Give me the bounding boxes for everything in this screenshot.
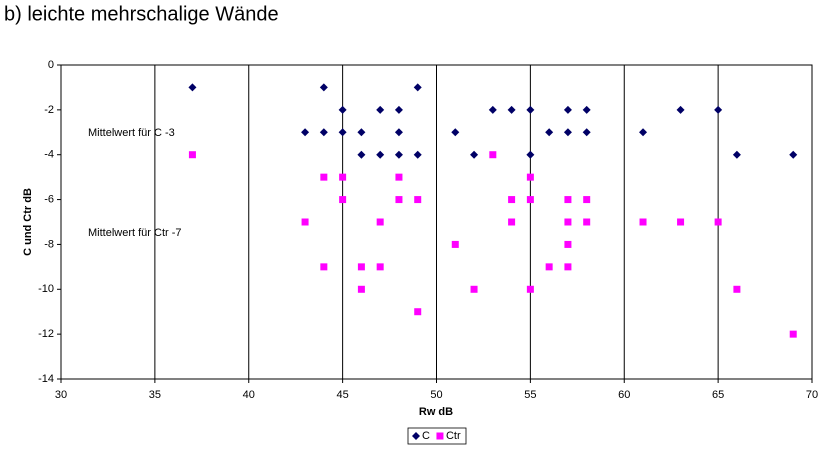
x-tick-label: 70 bbox=[806, 389, 818, 401]
point bbox=[395, 196, 403, 204]
x-tick-label: 50 bbox=[430, 389, 442, 401]
point bbox=[582, 105, 591, 114]
point bbox=[526, 173, 534, 181]
legend-marker bbox=[436, 432, 444, 440]
point bbox=[338, 105, 347, 114]
x-tick-label: 45 bbox=[337, 389, 349, 401]
point bbox=[526, 285, 534, 293]
point bbox=[526, 196, 534, 204]
annotation: Mittelwert für Ctr -7 bbox=[88, 227, 182, 239]
point bbox=[414, 308, 422, 316]
x-tick-label: 35 bbox=[149, 389, 161, 401]
point bbox=[563, 105, 572, 114]
point bbox=[188, 83, 197, 92]
point bbox=[563, 128, 572, 137]
point bbox=[338, 128, 347, 137]
point bbox=[394, 128, 403, 137]
point bbox=[376, 263, 384, 271]
legend-label: C bbox=[422, 430, 430, 442]
point bbox=[319, 128, 328, 137]
point bbox=[732, 150, 741, 159]
y-tick-label: -2 bbox=[44, 104, 54, 116]
point bbox=[639, 128, 648, 137]
x-tick-label: 65 bbox=[712, 389, 724, 401]
point bbox=[583, 218, 591, 226]
y-tick-label: -12 bbox=[38, 328, 54, 340]
point bbox=[564, 196, 572, 204]
point bbox=[376, 150, 385, 159]
point bbox=[564, 240, 572, 248]
x-tick-label: 55 bbox=[524, 389, 536, 401]
y-tick-label: -4 bbox=[44, 149, 54, 161]
point bbox=[583, 196, 591, 204]
point bbox=[376, 105, 385, 114]
point bbox=[339, 196, 347, 204]
y-tick-label: -6 bbox=[44, 193, 54, 205]
point bbox=[339, 173, 347, 181]
annotation: Mittelwert für C -3 bbox=[88, 127, 175, 139]
point bbox=[301, 218, 309, 226]
legend-marker bbox=[412, 432, 420, 440]
point bbox=[508, 218, 516, 226]
x-tick-label: 40 bbox=[243, 389, 255, 401]
legend-label: Ctr bbox=[446, 430, 461, 442]
point bbox=[733, 285, 741, 293]
point bbox=[451, 240, 459, 248]
point bbox=[639, 218, 647, 226]
point bbox=[714, 218, 722, 226]
point bbox=[357, 150, 366, 159]
point bbox=[394, 105, 403, 114]
point bbox=[470, 285, 478, 293]
point bbox=[676, 105, 685, 114]
point bbox=[789, 330, 797, 338]
point bbox=[413, 83, 422, 92]
point bbox=[395, 173, 403, 181]
point bbox=[789, 150, 798, 159]
point bbox=[320, 263, 328, 271]
point bbox=[413, 150, 422, 159]
point bbox=[489, 151, 497, 159]
point bbox=[470, 150, 479, 159]
point bbox=[507, 105, 516, 114]
chart-title: b) leichte mehrschalige Wände bbox=[4, 3, 279, 25]
point bbox=[376, 218, 384, 226]
y-tick-label: -10 bbox=[38, 283, 54, 295]
point bbox=[301, 128, 310, 137]
point bbox=[582, 128, 591, 137]
point bbox=[357, 128, 366, 137]
y-tick-label: -8 bbox=[44, 238, 54, 250]
point bbox=[451, 128, 460, 137]
point bbox=[545, 128, 554, 137]
point bbox=[188, 151, 196, 159]
point bbox=[320, 173, 328, 181]
point bbox=[357, 285, 365, 293]
x-tick-label: 30 bbox=[55, 389, 67, 401]
x-axis-title: Rw dB bbox=[419, 406, 453, 418]
point bbox=[414, 196, 422, 204]
y-tick-label: 0 bbox=[48, 59, 54, 71]
point bbox=[357, 263, 365, 271]
y-axis-title: C und Ctr dB bbox=[22, 188, 34, 256]
point bbox=[545, 263, 553, 271]
point bbox=[526, 105, 535, 114]
point bbox=[714, 105, 723, 114]
point bbox=[488, 105, 497, 114]
point bbox=[508, 196, 516, 204]
point bbox=[564, 263, 572, 271]
point bbox=[319, 83, 328, 92]
x-tick-label: 60 bbox=[618, 389, 630, 401]
point bbox=[394, 150, 403, 159]
y-tick-label: -14 bbox=[38, 373, 54, 385]
point bbox=[677, 218, 685, 226]
point bbox=[564, 218, 572, 226]
point bbox=[526, 150, 535, 159]
